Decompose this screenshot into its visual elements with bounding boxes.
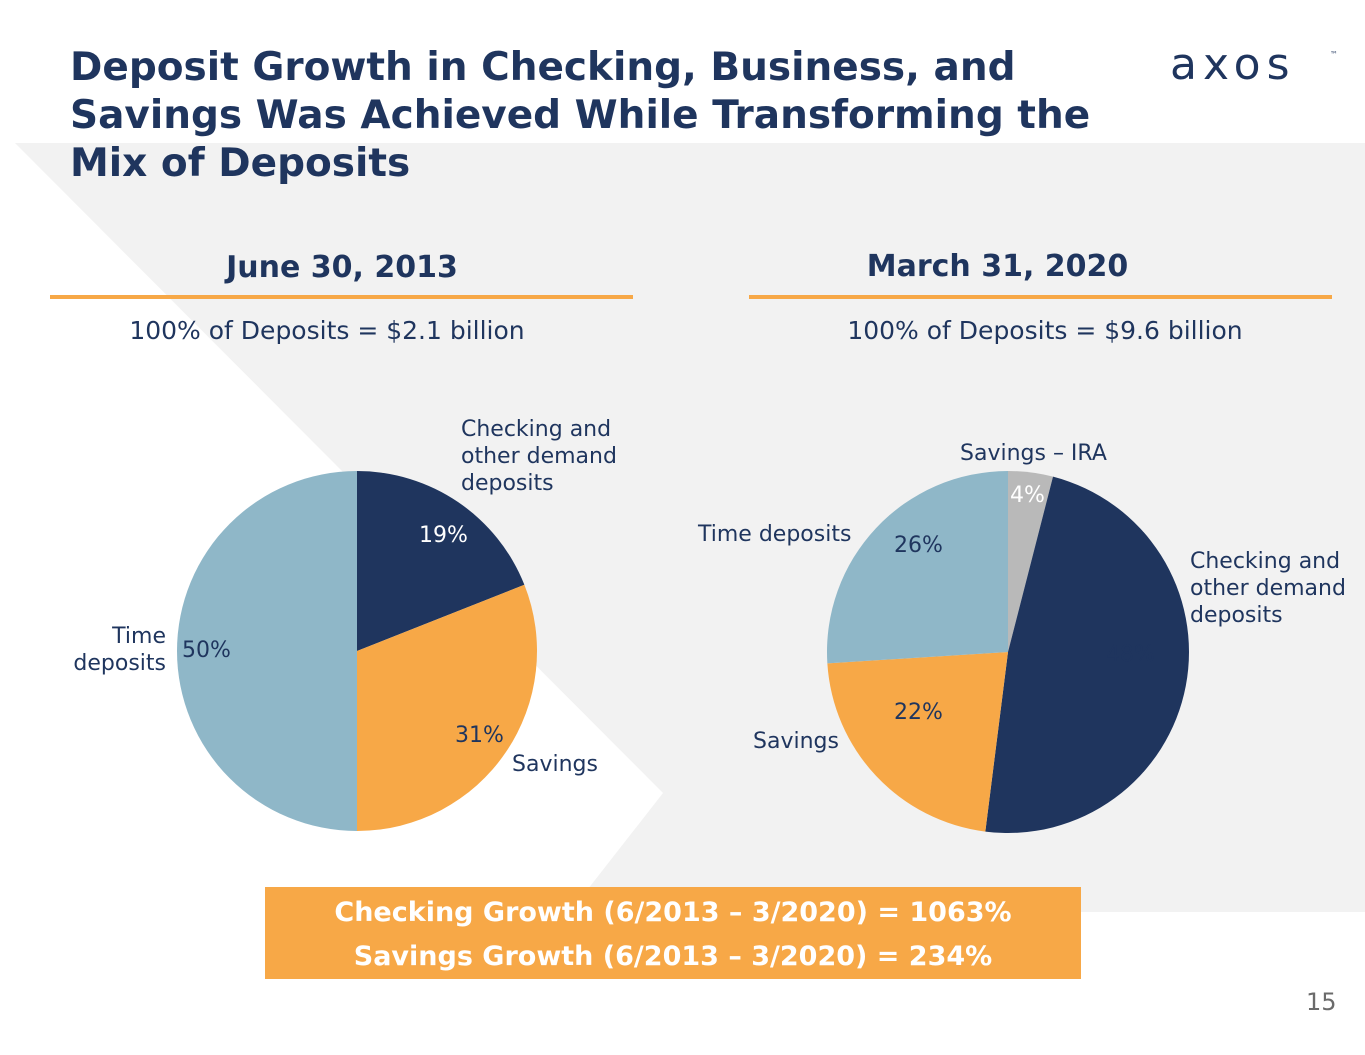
checking-growth-text: Checking Growth (6/2013 – 3/2020) = 1063… (334, 897, 1012, 928)
pie-chart-2013 (177, 471, 537, 831)
pie-2020-slice-savings-ira (1008, 471, 1054, 652)
right-subheading: 100% of Deposits = $9.6 billion (847, 316, 1243, 345)
left-subheading: 100% of Deposits = $2.1 billion (129, 316, 525, 345)
savings-growth-text: Savings Growth (6/2013 – 3/2020) = 234% (353, 941, 993, 972)
pct-checking-2013: 19% (419, 523, 468, 548)
pct-time-2013: 50% (182, 638, 231, 663)
axos-logo: axos ™ (1170, 39, 1338, 90)
pie-2013-slice-time-deposits (177, 471, 357, 831)
pie-2020-slice-checking-and-other-demand-deposits (985, 476, 1190, 833)
label-savings-2013: Savings (512, 752, 598, 777)
label-checking-2020: Checking and other demand deposits (1190, 549, 1346, 628)
page-title: Deposit Growth in Checking, Business, an… (70, 45, 1091, 186)
label-time-2020: Time deposits (698, 522, 852, 547)
pct-checking-2020: 48% (1106, 642, 1155, 667)
left-orange-rule (50, 295, 633, 299)
pie-2013-slice-checking-and-other-demand-deposits (357, 471, 525, 651)
label-savings-2020: Savings (753, 729, 839, 754)
right-orange-rule (749, 295, 1332, 299)
pct-savings-2020: 22% (894, 700, 943, 725)
label-ira-2020: Savings – IRA (960, 441, 1107, 466)
label-checking-2013-text: Checking and other demand deposits (461, 417, 617, 496)
right-heading: March 31, 2020 (866, 249, 1129, 284)
pie-chart-2020 (827, 471, 1190, 833)
left-heading: June 30, 2013 (226, 250, 458, 285)
page-number: 15 (1306, 988, 1337, 1016)
growth-callout: Checking Growth (6/2013 – 3/2020) = 1063… (265, 887, 1081, 979)
label-checking-2013: Checking and other demand deposits (461, 416, 631, 497)
pie-2020-slice-savings (827, 652, 1008, 832)
pct-savings-2013: 31% (455, 723, 504, 748)
pie-2020-slice-time-deposits (827, 471, 1008, 664)
logo-trademark: ™ (1330, 50, 1338, 59)
logo-wordmark: axos (1170, 39, 1296, 90)
label-time-2013: Time deposits (73, 624, 166, 676)
pie-2013-slice-savings (357, 584, 537, 831)
pct-time-2020: 26% (894, 533, 943, 558)
pct-ira-2020: 4% (1010, 483, 1045, 508)
